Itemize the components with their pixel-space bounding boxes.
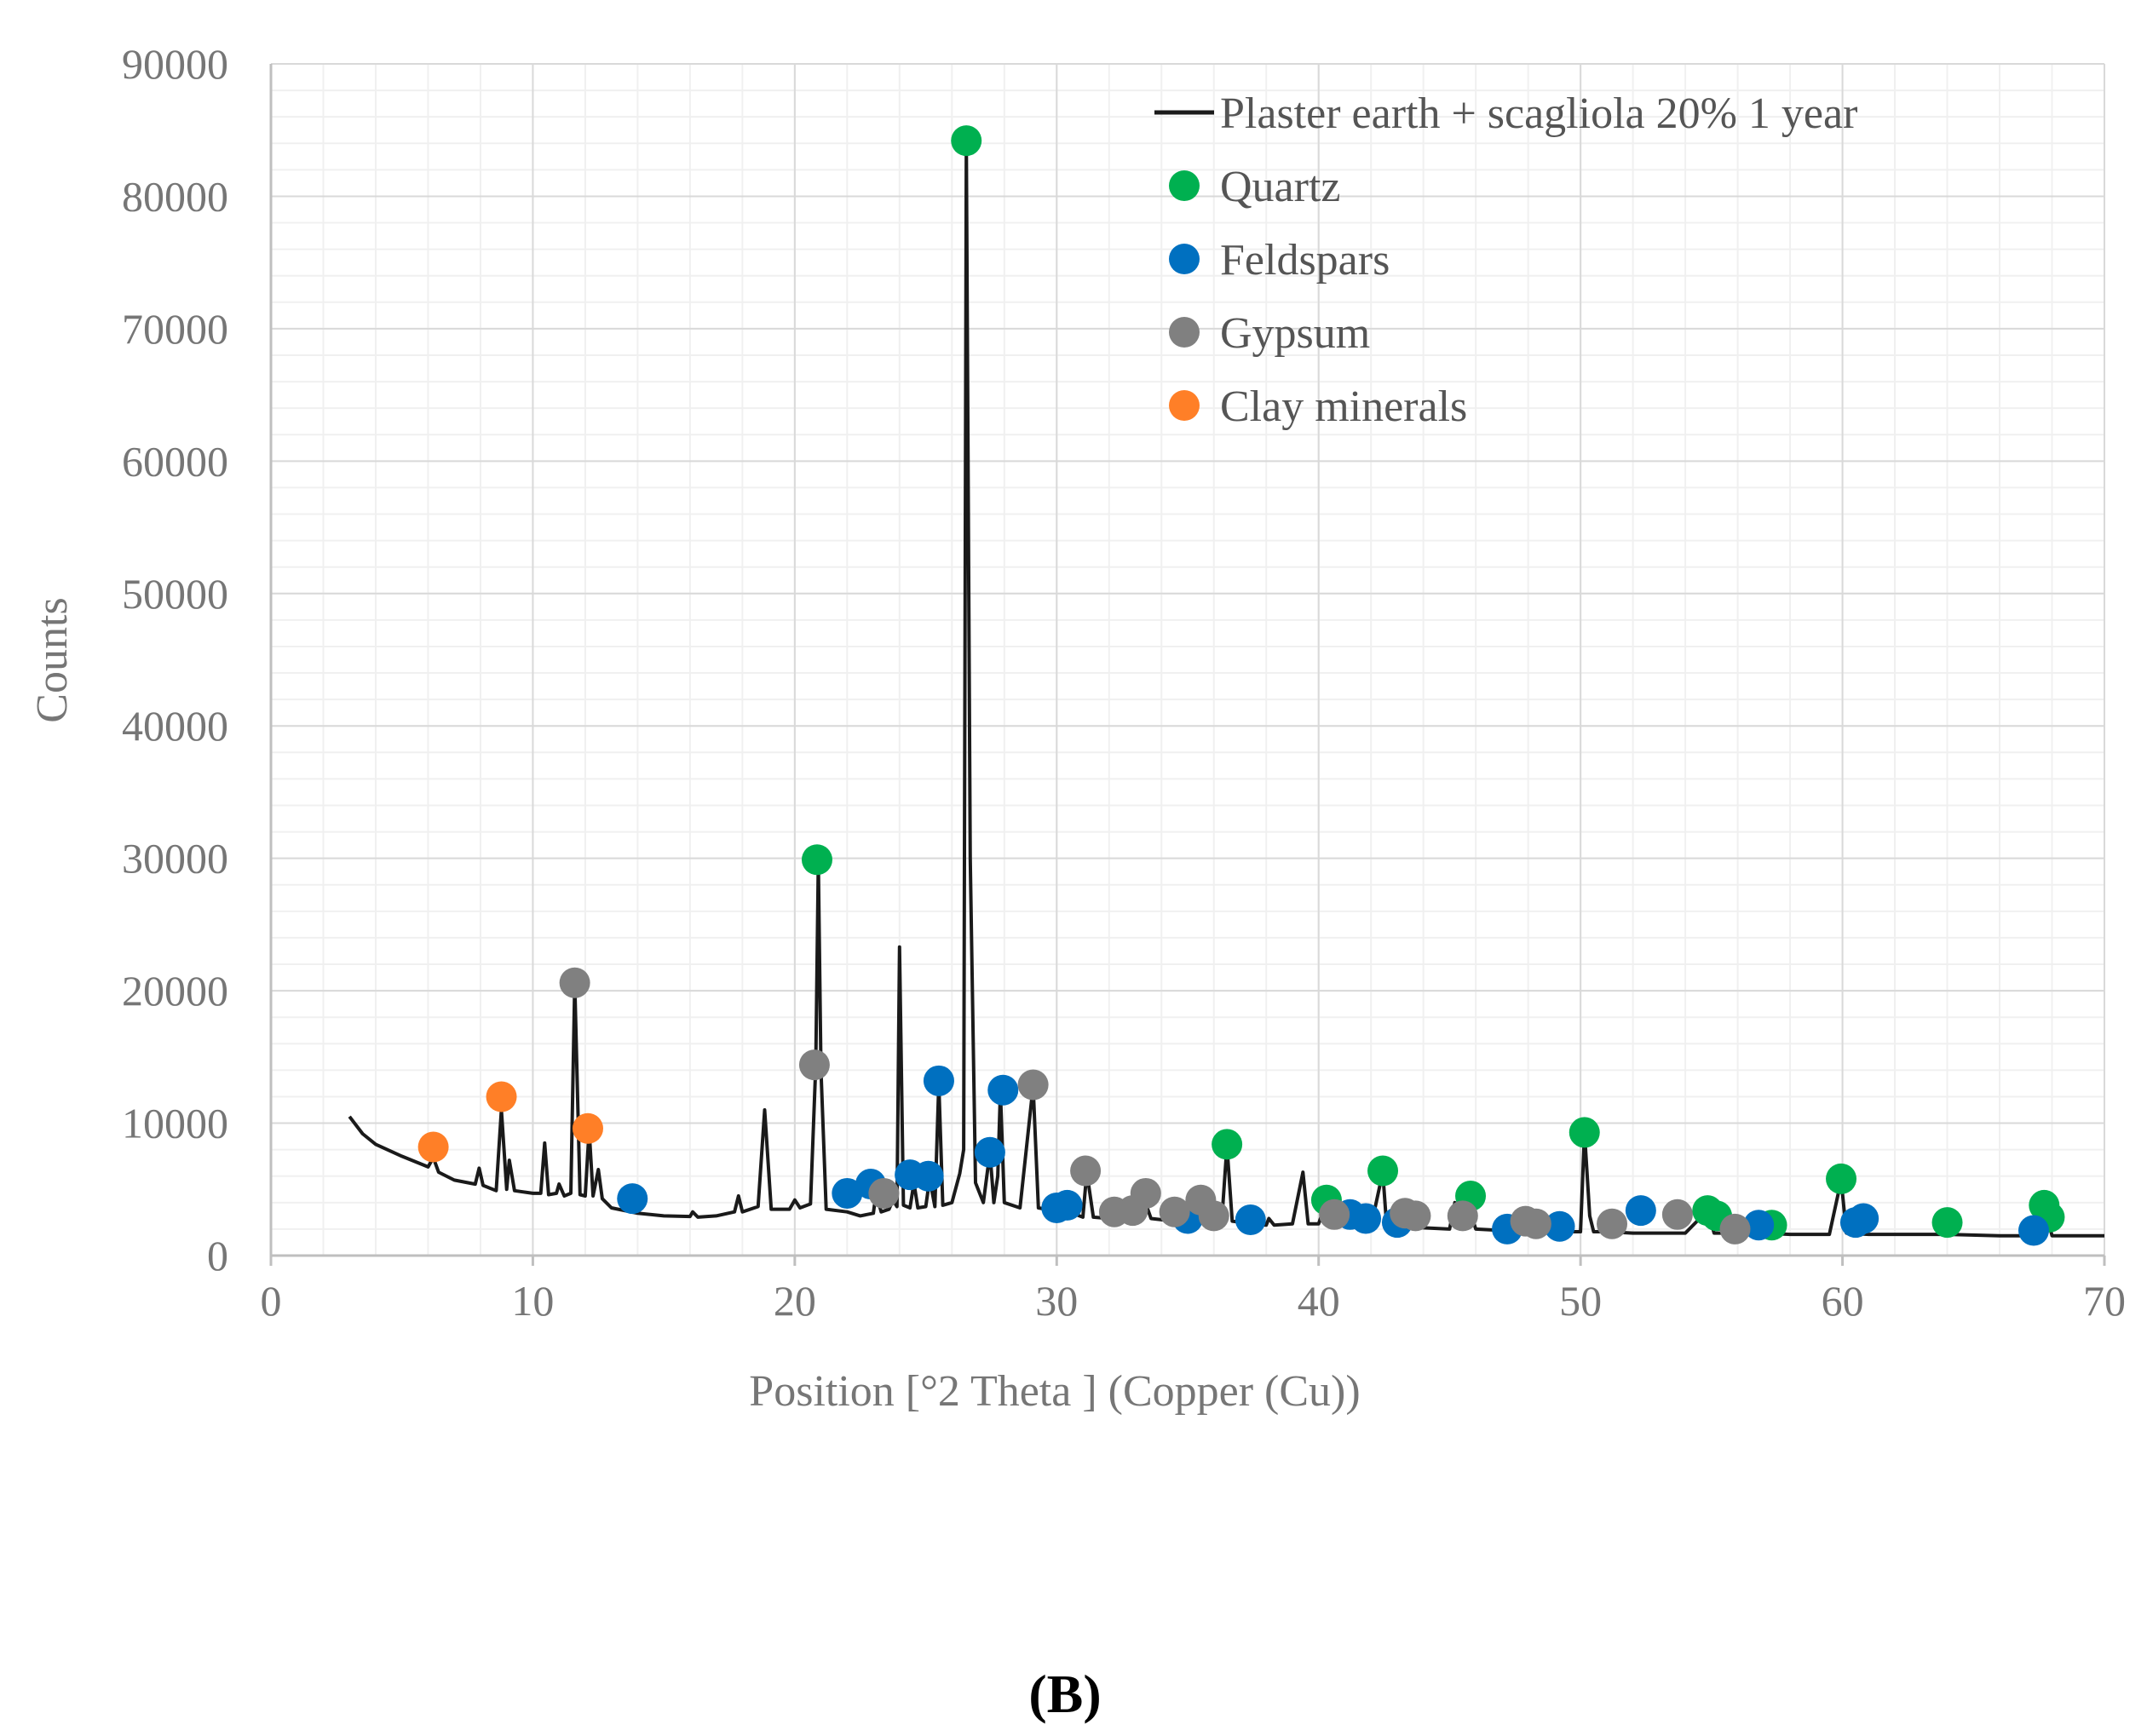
marker-gypsum xyxy=(1447,1200,1478,1232)
marker-gypsum xyxy=(1661,1199,1693,1230)
x-tick-label: 50 xyxy=(1559,1277,1602,1325)
marker-clay-minerals xyxy=(572,1112,603,1144)
y-tick-label: 30000 xyxy=(122,835,228,882)
marker-feldspars xyxy=(912,1160,944,1192)
xrd-pattern-line xyxy=(348,140,2104,1238)
legend-swatch-clay-minerals xyxy=(1169,390,1200,421)
marker-feldspars xyxy=(832,1177,863,1209)
marker-feldspars xyxy=(1350,1203,1382,1234)
marker-quartz xyxy=(1826,1163,1857,1194)
marker-feldspars xyxy=(1544,1210,1575,1242)
x-tick-label: 20 xyxy=(774,1277,816,1325)
marker-gypsum xyxy=(1319,1199,1350,1230)
legend-swatch-quartz xyxy=(1169,170,1200,201)
panel-label: (B) xyxy=(1028,1664,1101,1724)
y-tick-labels: 0 10000 20000 30000 40000 50000 60000 70000 8000… xyxy=(122,40,228,1279)
y-axis-title: Counts xyxy=(28,597,77,722)
marker-feldspars xyxy=(987,1074,1019,1106)
x-tick-label: 70 xyxy=(2083,1277,2126,1325)
legend-label-gypsum: Gypsum xyxy=(1220,309,1370,358)
legend-swatch-feldspars xyxy=(1169,244,1200,274)
y-tick-label: 60000 xyxy=(122,437,228,485)
legend-swatch-gypsum xyxy=(1169,317,1200,348)
minor-gridlines xyxy=(270,63,2105,1256)
x-tick-label: 60 xyxy=(1822,1277,1864,1325)
major-gridlines xyxy=(270,63,2105,1256)
marker-feldspars xyxy=(1625,1195,1656,1227)
y-tick-label: 20000 xyxy=(122,967,228,1015)
y-tick-label: 70000 xyxy=(122,305,228,353)
x-tick-label: 30 xyxy=(1035,1277,1078,1325)
marker-quartz xyxy=(1569,1117,1600,1148)
marker-feldspars xyxy=(1051,1189,1083,1221)
marker-quartz xyxy=(1367,1155,1399,1187)
marker-feldspars xyxy=(617,1183,648,1215)
legend-label-feldspars: Feldspars xyxy=(1220,236,1390,285)
marker-gypsum xyxy=(798,1049,830,1081)
marker-gypsum xyxy=(1597,1208,1628,1239)
marker-feldspars xyxy=(2017,1215,2049,1246)
x-tick-label: 10 xyxy=(511,1277,554,1325)
y-tick-label: 0 xyxy=(207,1232,228,1279)
marker-clay-minerals xyxy=(486,1081,517,1112)
legend-label-quartz: Quartz xyxy=(1220,163,1340,211)
x-tick-label: 40 xyxy=(1298,1277,1340,1325)
marker-gypsum xyxy=(1198,1200,1229,1232)
y-tick-label: 10000 xyxy=(122,1100,228,1147)
legend: Plaster earth + scagliola 20% 1 year Qua… xyxy=(1154,89,1857,431)
marker-quartz xyxy=(1931,1207,1963,1239)
x-axis-title: Position [°2 Theta ] (Copper (Cu)) xyxy=(749,1367,1360,1416)
marker-gypsum xyxy=(1400,1200,1431,1232)
marker-gypsum xyxy=(868,1177,900,1209)
marker-gypsum xyxy=(1070,1155,1102,1187)
pattern-line-layer xyxy=(348,140,2104,1238)
legend-label-pattern: Plaster earth + scagliola 20% 1 year xyxy=(1220,89,1857,138)
phase-markers xyxy=(417,125,2065,1246)
marker-feldspars xyxy=(923,1065,954,1096)
marker-gypsum xyxy=(1017,1069,1049,1101)
x-tick-label: 0 xyxy=(261,1277,282,1325)
y-tick-label: 80000 xyxy=(122,172,228,220)
marker-gypsum xyxy=(1159,1196,1190,1227)
marker-gypsum xyxy=(1130,1177,1161,1209)
marker-quartz xyxy=(951,125,982,157)
marker-feldspars xyxy=(1848,1203,1879,1234)
marker-feldspars xyxy=(1743,1210,1775,1241)
y-tick-label: 40000 xyxy=(122,702,228,750)
y-tick-label: 50000 xyxy=(122,570,228,618)
marker-gypsum xyxy=(559,967,590,998)
marker-quartz xyxy=(801,844,832,876)
legend-label-clay-minerals: Clay minerals xyxy=(1220,382,1467,431)
marker-quartz xyxy=(1212,1129,1243,1160)
y-tick-label: 90000 xyxy=(122,40,228,88)
marker-gypsum xyxy=(1520,1208,1551,1239)
marker-clay-minerals xyxy=(417,1131,449,1163)
marker-feldspars xyxy=(974,1136,1005,1168)
marker-feldspars xyxy=(1235,1204,1266,1236)
marker-gypsum xyxy=(1719,1213,1751,1245)
axes xyxy=(269,64,2106,1266)
x-tick-labels: 0 10 20 30 40 50 60 70 xyxy=(261,1277,2127,1325)
